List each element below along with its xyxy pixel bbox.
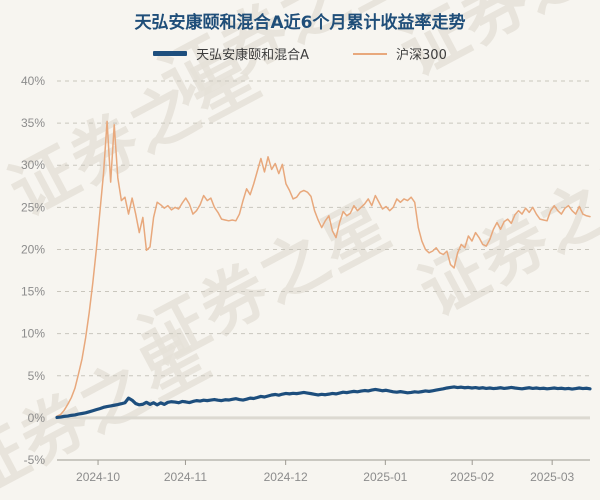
y-axis-tick-label: 0% [28, 411, 46, 425]
legend-item-fund[interactable]: 天弘安康颐和混合A [153, 44, 309, 63]
legend-swatch-index-icon [353, 52, 388, 55]
y-axis-labels: -5% 0% 5% 10% 15% 20% 25% 30% 35% 40% [21, 74, 45, 467]
legend-label-index: 沪深300 [396, 48, 447, 63]
series-line-fund [55, 385, 592, 420]
legend-label-fund: 天弘安康颐和混合A [196, 48, 310, 63]
x-axis-tick-label: 2024-10 [76, 470, 120, 484]
x-axis-tick-label: 2025-02 [450, 470, 494, 484]
legend-swatch-fund-icon [153, 51, 188, 56]
y-axis-tick-label: 15% [21, 285, 45, 299]
y-axis-tick-label: 10% [21, 327, 45, 341]
y-axis-tick-label: 20% [21, 242, 45, 256]
series-line-index [56, 120, 591, 417]
legend-item-index[interactable]: 沪深300 [353, 44, 447, 63]
y-axis-tick-label: -5% [24, 453, 46, 467]
y-axis-tick-label: 25% [21, 200, 45, 214]
x-axis [57, 459, 590, 465]
gridlines [57, 80, 590, 420]
chart-title: 天弘安康颐和混合A近6个月累计收益率走势 [134, 13, 466, 33]
y-axis-tick-label: 40% [21, 74, 45, 88]
x-axis-tick-label: 2025-01 [363, 470, 407, 484]
chart-legend: 天弘安康颐和混合A 沪深300 [0, 44, 600, 63]
x-axis-tick-label: 2025-03 [530, 470, 574, 484]
y-axis-tick-label: 5% [28, 369, 46, 383]
y-axis-tick-label: 35% [21, 116, 45, 130]
x-axis-labels: 2024-10 2024-11 2024-12 2025-01 2025-02 2025-… [76, 470, 574, 484]
x-axis-tick-label: 2024-12 [264, 470, 308, 484]
x-axis-tick-label: 2024-11 [164, 470, 207, 484]
y-axis-tick-label: 30% [21, 158, 45, 172]
